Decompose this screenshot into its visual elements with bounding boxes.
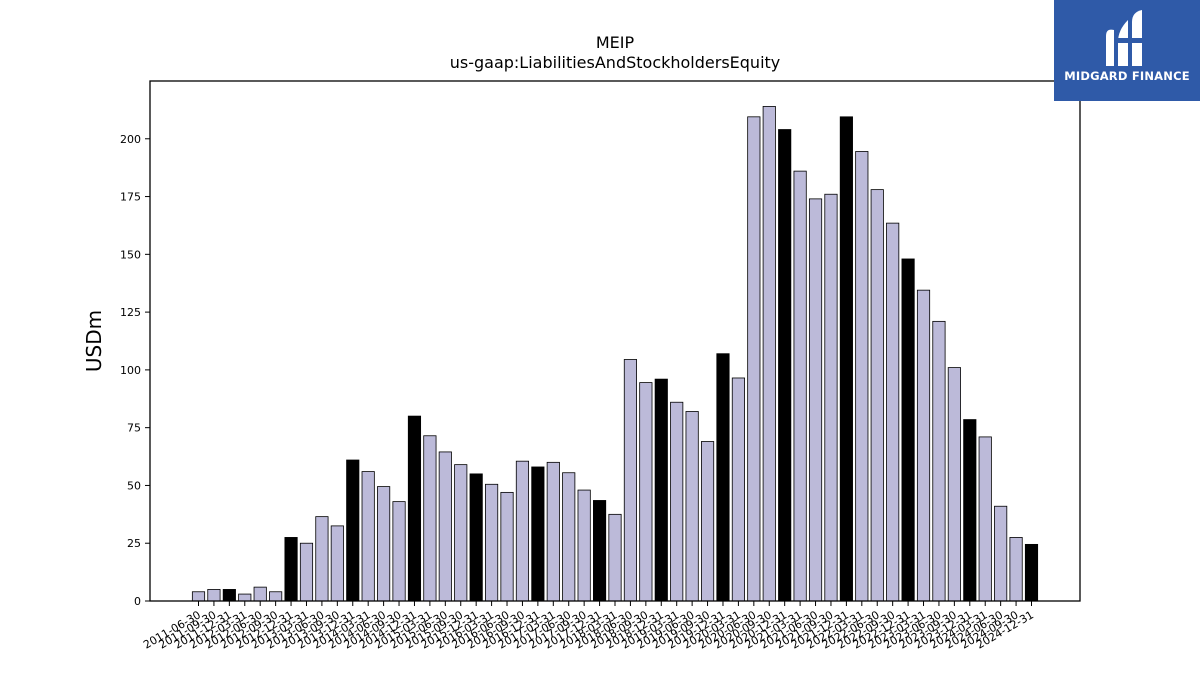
x-axis: 2011-06-302011-09-302011-12-312012-03-31… [141,601,1036,652]
bar-2023-06-30 [932,320,946,602]
bar-2014-03-31 [361,471,375,602]
bar-2012-06-30 [253,586,267,602]
brand-name: MIDGARD FINANCE [1064,69,1190,83]
bar-2014-06-30 [377,486,391,602]
bar-2018-09-30 [639,382,653,602]
brand-logo: MIDGARD FINANCE [1054,0,1200,101]
bar-2021-03-31 [793,170,807,602]
y-tick-label: 200 [120,133,141,146]
y-axis-label: USDm [82,310,106,372]
bar-2021-06-30 [808,198,823,602]
y-tick-label: 75 [127,422,141,435]
bar-2012-09-30 [269,591,283,602]
y-tick-label: 25 [127,537,141,550]
chart-subtitle: us-gaap:LiabilitiesAndStockholdersEquity [450,53,781,72]
bar-2015-03-31 [423,435,437,602]
bar-2014-12-31 [407,415,422,602]
bar-2017-12-31 [593,500,607,602]
bar-2023-09-30 [947,367,961,602]
bar-2019-06-30 [685,411,699,602]
bar-2018-03-31 [608,513,622,602]
y-tick-label: 100 [120,364,141,377]
y-tick-label: 125 [120,306,141,319]
bar-2016-06-30 [500,491,514,602]
midgard-logo-icon [1106,10,1142,67]
chart-title: MEIP [596,33,635,52]
bar-2024-03-31 [978,436,992,602]
y-tick-label: 175 [120,191,141,204]
bar-2012-03-31 [238,593,252,602]
bar-2013-03-31 [299,542,314,602]
bar-2020-06-30 [747,116,761,602]
bar-2022-09-30 [886,222,900,602]
plot-frame [149,80,1081,602]
bar-2014-09-30 [392,501,406,602]
bar-2020-03-31 [731,377,745,602]
bar-2012-12-31 [284,537,298,602]
bar-2019-03-31 [670,401,684,602]
bar-2017-09-30 [577,489,591,602]
bar-2011-06-30 [191,591,206,602]
bars-group [191,106,1039,602]
bar-2022-12-31 [901,258,915,602]
bar-2023-12-31 [963,419,977,602]
bar-2019-12-31 [716,353,730,602]
bar-2013-12-31 [346,459,360,602]
y-tick-label: 50 [127,479,141,492]
bar-2024-12-31 [1024,543,1039,602]
bar-2022-06-30 [870,189,884,602]
bar-2017-06-30 [562,472,576,602]
y-axis: 0 25 50 75 100 125 150 175 200 [120,133,150,608]
bar-2021-12-31 [839,116,853,602]
bar-2016-03-31 [485,483,499,602]
bar-2016-09-30 [515,460,530,602]
bar-2018-06-30 [623,359,638,602]
bar-2021-09-30 [824,193,838,602]
y-tick-label: 150 [120,248,141,261]
bar-2016-12-31 [531,466,545,602]
bar-2011-12-31 [222,589,236,602]
bar-2024-09-30 [1009,537,1023,602]
bar-2024-06-30 [994,505,1008,602]
bar-2018-12-31 [654,378,668,602]
y-tick-label: 0 [134,595,141,608]
bar-2015-09-30 [454,464,468,602]
bar-2013-09-30 [330,525,344,602]
bar-2019-09-30 [700,441,715,602]
bar-2017-03-31 [546,461,560,602]
bar-2015-12-31 [469,473,483,602]
bar-2015-06-30 [438,451,452,602]
bar-2013-06-30 [315,516,329,602]
bar-2022-03-31 [855,151,869,602]
bar-2020-12-31 [778,129,792,602]
bar-2011-09-30 [207,589,221,602]
bar-2020-09-30 [762,106,776,602]
bar-2023-03-31 [916,289,931,602]
